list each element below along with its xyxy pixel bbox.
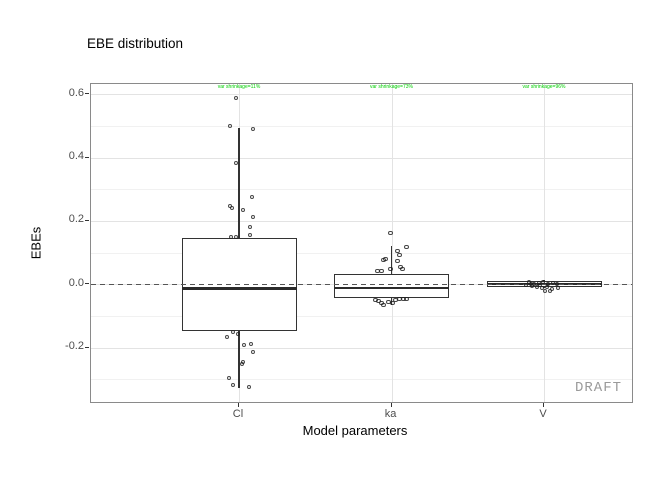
gridline-major — [91, 94, 632, 96]
jitter-point — [230, 382, 236, 388]
jitter-point — [534, 284, 540, 290]
jitter-point — [250, 349, 256, 355]
gridline-major — [91, 157, 632, 159]
jitter-point — [250, 214, 256, 220]
jitter-point — [228, 234, 234, 240]
box-ka — [334, 273, 449, 298]
jitter-point — [540, 279, 546, 285]
gridline-minor — [91, 125, 632, 127]
y-tick-label: 0.6 — [68, 86, 84, 99]
median-ka — [334, 286, 449, 290]
jitter-point — [388, 230, 393, 236]
gridline-minor — [91, 189, 632, 191]
jitter-point — [381, 257, 386, 263]
y-tick-mark — [85, 346, 89, 348]
plot-title: EBE distribution — [87, 36, 184, 51]
jitter-point — [233, 95, 239, 101]
jitter-point — [246, 384, 252, 390]
jitter-point — [404, 244, 409, 250]
x-tick-label-Cl: Cl — [232, 408, 244, 420]
plot-panel: DRAFT var shrinkage=11% var shrinkage=73%… — [90, 83, 633, 403]
jitter-point — [539, 285, 545, 291]
gridline-minor — [91, 315, 632, 317]
shrinkage-annotation-ka: var shrinkage=73% — [370, 84, 413, 90]
jitter-point — [247, 224, 253, 230]
draft-watermark: DRAFT — [574, 380, 622, 396]
jitter-point — [248, 341, 254, 347]
jitter-point — [241, 342, 247, 348]
jitter-point — [224, 334, 230, 340]
jitter-point — [250, 126, 256, 132]
whisker-upper-Cl — [238, 127, 240, 239]
jitter-point — [400, 266, 405, 272]
gridline-major — [91, 347, 632, 349]
x-tick-label-ka: ka — [384, 408, 397, 420]
jitter-point — [537, 282, 543, 288]
x-tick-mark — [543, 403, 544, 407]
gridline-vertical — [391, 84, 393, 402]
y-tick-label: 0.2 — [68, 213, 84, 226]
gridline-major — [91, 220, 632, 222]
median-V — [486, 282, 602, 286]
x-tick-mark — [390, 403, 392, 407]
jitter-point — [235, 331, 241, 337]
jitter-point — [397, 252, 402, 258]
jitter-point — [379, 268, 384, 274]
jitter-point — [230, 329, 236, 335]
jitter-point — [376, 298, 381, 304]
jitter-point — [226, 375, 232, 381]
jitter-point — [404, 296, 409, 302]
y-axis-title: EBEs — [28, 226, 44, 260]
shrinkage-annotation-V: var shrinkage=96% — [522, 84, 566, 90]
y-tick-label: 0.4 — [68, 150, 84, 163]
y-tick-label: -0.2 — [65, 340, 84, 353]
shrinkage-annotation-Cl: var shrinkage=11% — [217, 84, 261, 90]
jitter-point — [240, 207, 246, 213]
x-tick-mark — [238, 403, 239, 407]
median-Cl — [181, 287, 297, 290]
x-axis-title: Model parameters — [302, 423, 408, 438]
jitter-point — [233, 160, 239, 166]
gridline-minor — [91, 252, 632, 254]
y-tick-label: 0.0 — [68, 276, 84, 289]
jitter-point — [229, 205, 235, 211]
jitter-point — [233, 234, 239, 240]
jitter-point — [227, 123, 233, 129]
jitter-point — [395, 258, 400, 264]
whisker-upper-ka — [390, 245, 393, 274]
jitter-point — [542, 288, 548, 294]
jitter-point — [247, 232, 253, 238]
jitter-point — [390, 300, 395, 306]
x-tick-label-V: V — [539, 408, 547, 420]
y-tick-mark — [85, 219, 89, 221]
jitter-point — [523, 282, 529, 288]
jitter-point — [528, 281, 534, 287]
jitter-point — [381, 302, 386, 308]
jitter-point — [388, 266, 393, 272]
y-tick-mark — [85, 156, 89, 158]
jitter-point — [555, 285, 561, 291]
whisker-lower-Cl — [238, 330, 240, 388]
y-tick-mark — [85, 93, 89, 95]
jitter-point — [239, 361, 245, 367]
y-tick-mark — [85, 283, 89, 285]
zero-reference-line — [91, 284, 632, 286]
jitter-point — [249, 194, 255, 200]
gridline-minor — [91, 379, 632, 381]
jitter-point — [547, 288, 553, 294]
jitter-point — [544, 284, 550, 290]
gridline-vertical — [544, 84, 545, 402]
